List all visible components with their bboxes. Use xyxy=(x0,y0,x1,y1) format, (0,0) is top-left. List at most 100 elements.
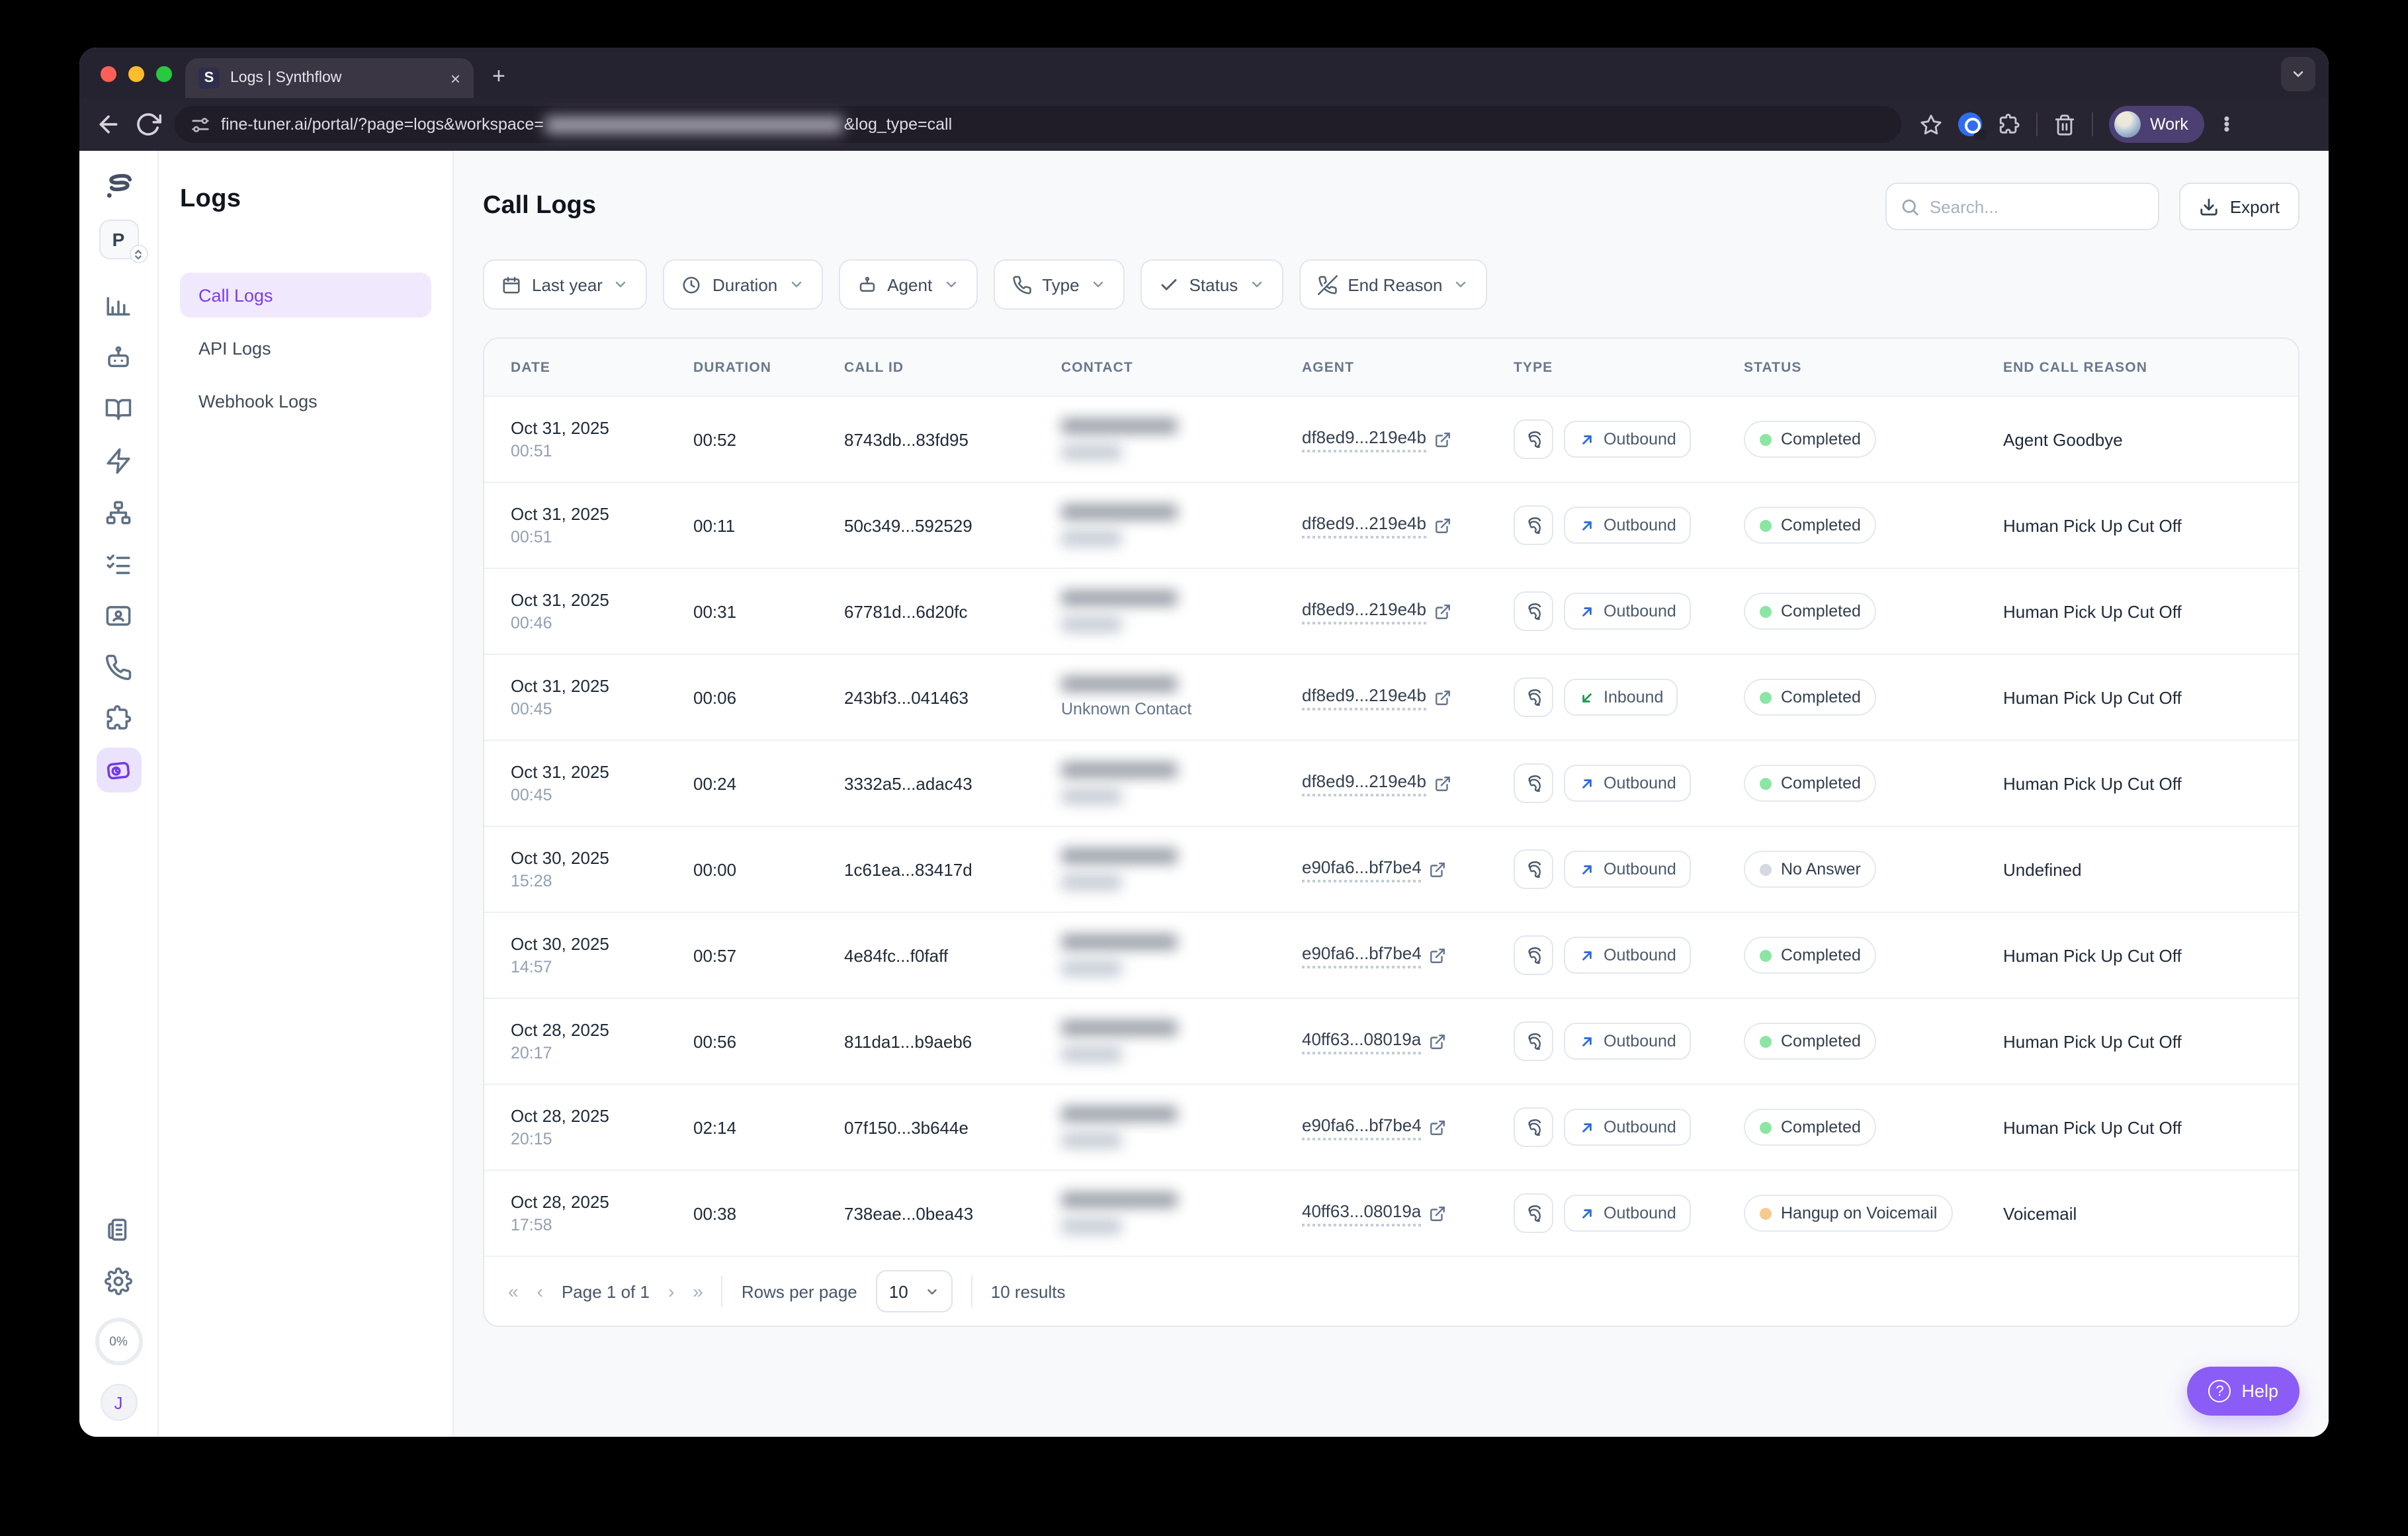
nav-item-api-logs[interactable]: API Logs xyxy=(198,338,271,358)
agent-link[interactable]: df8ed9...219e4b xyxy=(1302,771,1451,796)
filter-type[interactable]: Type xyxy=(993,259,1125,310)
sidebar-item-settings[interactable] xyxy=(96,1258,141,1303)
play-call-button[interactable] xyxy=(1514,763,1553,803)
first-page-button[interactable]: « xyxy=(508,1281,519,1302)
sidebar-item-contacts[interactable] xyxy=(96,593,141,638)
next-page-button[interactable]: › xyxy=(667,1281,675,1302)
status-dot xyxy=(1760,863,1772,875)
play-call-button[interactable] xyxy=(1514,677,1553,717)
phone-icon xyxy=(1012,275,1031,294)
table-row[interactable]: Oct 28, 2025 17:58 00:38 738eae...0bea43… xyxy=(484,1171,2298,1257)
back-icon[interactable] xyxy=(95,111,122,138)
status-cell: No Answer xyxy=(1717,851,1977,888)
table-row[interactable]: Oct 28, 2025 20:15 02:14 07f150...3b644e… xyxy=(484,1085,2298,1171)
filter-date-range[interactable]: Last year xyxy=(483,259,648,310)
play-call-button[interactable] xyxy=(1514,505,1553,545)
status-dot xyxy=(1760,1121,1772,1133)
extensions-puzzle-icon[interactable] xyxy=(1998,113,2020,136)
sidebar-item-analytics[interactable] xyxy=(96,283,141,328)
prev-page-button[interactable]: ‹ xyxy=(537,1281,543,1302)
table-row[interactable]: Oct 31, 2025 00:46 00:31 67781d...6d20fc… xyxy=(484,569,2298,655)
last-page-button[interactable]: » xyxy=(693,1281,703,1302)
url-bar[interactable]: fine-tuner.ai/portal/?page=logs&workspac… xyxy=(175,106,1901,143)
agent-link[interactable]: df8ed9...219e4b xyxy=(1302,599,1451,624)
external-link-icon[interactable] xyxy=(1430,861,1447,878)
new-tab-button[interactable]: + xyxy=(492,64,505,89)
external-link-icon[interactable] xyxy=(1434,431,1451,448)
table-row[interactable]: Oct 31, 2025 00:45 00:06 243bf3...041463… xyxy=(484,655,2298,741)
play-call-button[interactable] xyxy=(1514,1193,1553,1233)
sidebar-item-billing[interactable] xyxy=(96,1207,141,1252)
browser-profile-button[interactable]: Work xyxy=(2109,106,2204,143)
export-button[interactable]: Export xyxy=(2179,183,2300,230)
nav-item-call-logs[interactable]: Call Logs xyxy=(180,273,431,318)
help-button[interactable]: ? Help xyxy=(2187,1367,2300,1416)
table-row[interactable]: Oct 31, 2025 00:51 00:11 50c349...592529… xyxy=(484,483,2298,569)
status-badge: Completed xyxy=(1744,937,1877,974)
tab-search-chevron-icon[interactable] xyxy=(2281,57,2315,91)
play-call-button[interactable] xyxy=(1514,591,1553,631)
download-icon xyxy=(2201,198,2218,215)
external-link-icon[interactable] xyxy=(1429,1205,1446,1222)
redacted-phone xyxy=(1061,418,1178,434)
play-call-button[interactable] xyxy=(1514,1107,1553,1147)
book-open-icon xyxy=(105,398,132,419)
table-row[interactable]: Oct 31, 2025 00:45 00:24 3332a5...adac43… xyxy=(484,741,2298,827)
external-link-icon[interactable] xyxy=(1430,1119,1447,1136)
table-row[interactable]: Oct 30, 2025 15:28 00:00 1c61ea...83417d… xyxy=(484,827,2298,913)
rows-per-page-select[interactable]: 10 xyxy=(875,1270,953,1312)
bookmark-star-icon[interactable] xyxy=(1920,113,1942,136)
play-call-button[interactable] xyxy=(1514,935,1553,975)
browser-menu-icon[interactable]: • • • xyxy=(2223,108,2230,139)
table-row[interactable]: Oct 31, 2025 00:51 00:52 8743db...83fd95… xyxy=(484,397,2298,483)
external-link-icon[interactable] xyxy=(1430,947,1447,964)
zoom-window-button[interactable] xyxy=(156,66,172,82)
agent-link[interactable]: e90fa6...bf7be4 xyxy=(1302,943,1447,968)
reload-icon[interactable] xyxy=(135,111,161,138)
table-row[interactable]: Oct 30, 2025 14:57 00:57 4e84fc...f0faff… xyxy=(484,913,2298,999)
agent-link[interactable]: 40ff63...08019a xyxy=(1302,1201,1446,1226)
external-link-icon[interactable] xyxy=(1434,603,1451,620)
sidebar-item-agents[interactable] xyxy=(96,335,141,380)
filter-agent[interactable]: Agent xyxy=(838,259,978,310)
password-manager-icon[interactable] xyxy=(1958,112,1986,140)
filter-duration[interactable]: Duration xyxy=(663,259,823,310)
play-call-button[interactable] xyxy=(1514,849,1553,889)
workspace-switcher[interactable]: P xyxy=(99,220,148,263)
agent-link[interactable]: df8ed9...219e4b xyxy=(1302,513,1451,538)
sidebar-item-workflows[interactable] xyxy=(96,490,141,534)
user-avatar[interactable]: J xyxy=(100,1384,137,1421)
sidebar-item-actions[interactable] xyxy=(96,438,141,483)
agent-link[interactable]: e90fa6...bf7be4 xyxy=(1302,1115,1447,1140)
table-row[interactable]: Oct 28, 2025 20:17 00:56 811da1...b9aeb6… xyxy=(484,999,2298,1085)
sidebar-item-logs[interactable] xyxy=(96,747,141,792)
external-link-icon[interactable] xyxy=(1434,517,1451,534)
external-link-icon[interactable] xyxy=(1434,689,1451,706)
trash-icon[interactable] xyxy=(2053,113,2076,136)
external-link-icon[interactable] xyxy=(1434,775,1451,792)
agent-link[interactable]: 40ff63...08019a xyxy=(1302,1029,1446,1054)
play-call-button[interactable] xyxy=(1514,1021,1553,1061)
play-call-button[interactable] xyxy=(1514,419,1553,459)
close-window-button[interactable] xyxy=(101,66,116,82)
redacted-name xyxy=(1061,789,1122,804)
nav-item-webhook-logs[interactable]: Webhook Logs xyxy=(198,391,318,411)
minimize-window-button[interactable] xyxy=(128,66,144,82)
search-input[interactable] xyxy=(1929,196,2145,216)
site-settings-icon[interactable] xyxy=(191,114,210,134)
sidebar-item-integrations[interactable] xyxy=(96,696,141,741)
agent-link[interactable]: e90fa6...bf7be4 xyxy=(1302,857,1447,882)
sidebar-item-knowledge-base[interactable] xyxy=(96,386,141,431)
invoice-icon xyxy=(108,1218,127,1240)
browser-tab[interactable]: S Logs | Synthflow × xyxy=(185,58,474,98)
filter-status[interactable]: Status xyxy=(1140,259,1283,310)
search-box[interactable] xyxy=(1885,183,2160,230)
sidebar-item-phone-numbers[interactable] xyxy=(96,644,141,689)
external-link-icon[interactable] xyxy=(1429,1033,1446,1050)
agent-link[interactable]: df8ed9...219e4b xyxy=(1302,427,1451,452)
tab-close-icon[interactable]: × xyxy=(450,68,460,88)
sidebar-item-campaigns[interactable] xyxy=(96,541,141,586)
agent-link[interactable]: df8ed9...219e4b xyxy=(1302,685,1451,710)
filter-end-reason[interactable]: End Reason xyxy=(1299,259,1488,310)
usage-indicator[interactable]: 0% xyxy=(95,1318,142,1365)
